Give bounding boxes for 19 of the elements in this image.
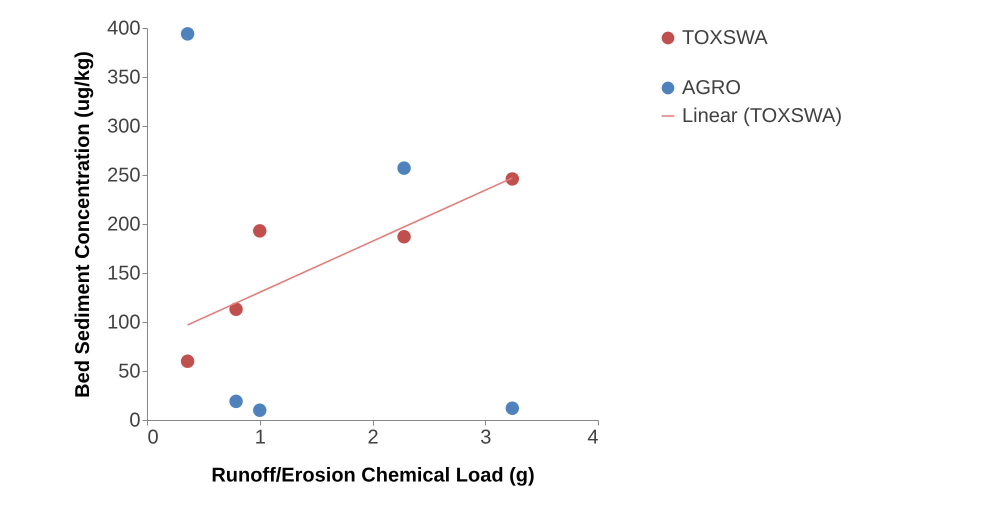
y-tick-label: 300 <box>107 116 140 138</box>
x-tick-label: 4 <box>587 426 598 448</box>
y-tick-label: 250 <box>107 164 140 186</box>
y-tick-label: 0 <box>129 410 140 432</box>
legend-label: TOXSWA <box>682 27 768 49</box>
y-tick-label: 150 <box>107 262 140 284</box>
x-tick-label: 1 <box>254 426 266 448</box>
y-tick-label: 200 <box>107 214 140 236</box>
y-tick-label: 350 <box>107 66 140 88</box>
x-tick-label: 0 <box>148 426 159 448</box>
x-axis-title: Runoff/Erosion Chemical Load (g) <box>211 464 535 486</box>
y-axis-title: Bed Sediment Concentration (ug/kg) <box>72 51 94 398</box>
x-tick-label: 3 <box>480 426 492 448</box>
y-tick-label: 100 <box>107 312 140 334</box>
legend-label: AGRO <box>682 77 741 99</box>
y-tick-label: 50 <box>118 360 140 382</box>
y-tick-label: 400 <box>107 18 140 40</box>
legend-label: Linear (TOXSWA) <box>682 105 842 127</box>
x-tick-label: 2 <box>367 426 379 448</box>
